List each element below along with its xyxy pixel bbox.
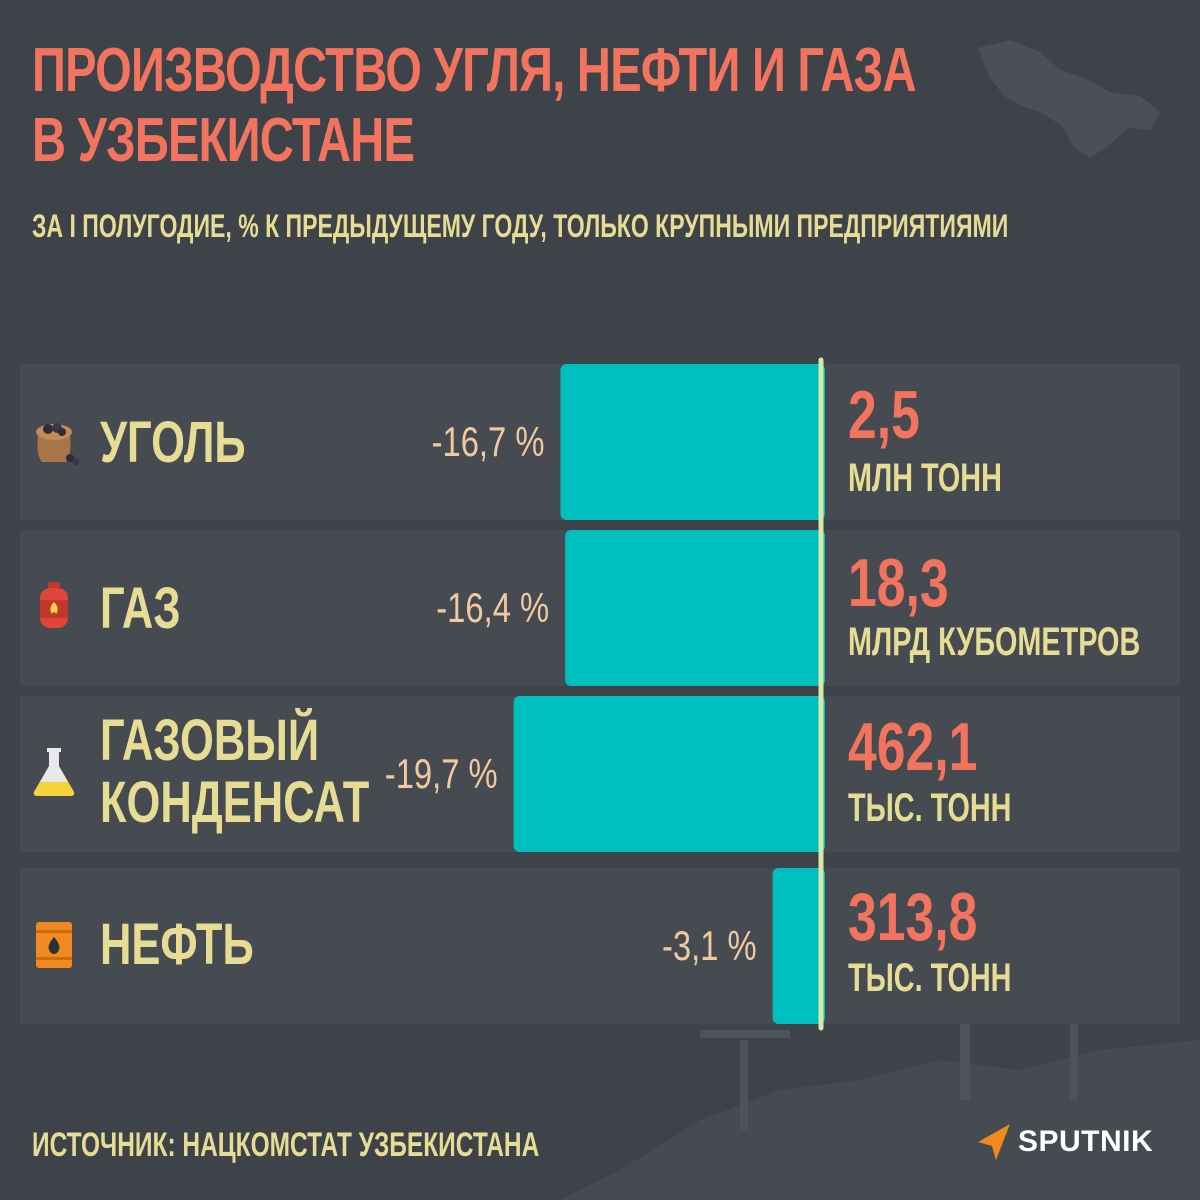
uzbekistan-map-silhouette bbox=[978, 40, 1160, 158]
bar-gas bbox=[565, 530, 825, 686]
bar-coal bbox=[560, 364, 825, 520]
sputnik-logo: SPUTNIK bbox=[976, 1122, 1153, 1162]
bar-label-condensate: -19,7 % bbox=[385, 750, 498, 797]
unit-condensate: ТЫС. ТОНН bbox=[848, 786, 1012, 830]
bar-label-gas: -16,4 % bbox=[436, 584, 549, 631]
bar-label-coal: -16,7 % bbox=[432, 418, 545, 465]
value-oil: 313,8 bbox=[848, 879, 978, 955]
bar-label-oil: -3,1 % bbox=[662, 922, 757, 969]
unit-gas: МЛРД КУБОМЕТРОВ bbox=[848, 620, 1141, 664]
chart-subtitle: ЗА I ПОЛУГОДИЕ, % К ПРЕДЫДУЩЕМУ ГОДУ, ТО… bbox=[32, 208, 1009, 244]
row-label-oil-text: НЕФТЬ bbox=[100, 912, 254, 977]
chart-title-line-1: ПРОИЗВОДСТВО УГЛЯ, НЕФТИ И ГАЗА bbox=[32, 36, 916, 105]
oil-barrel-icon bbox=[36, 922, 72, 968]
row-label-gas-text: ГАЗ bbox=[100, 576, 181, 641]
source-note: ИСТОЧНИК: НАЦКОМСТАТ УЗБЕКИСТАНА bbox=[32, 1126, 540, 1164]
coal-sack-icon bbox=[36, 423, 80, 466]
row-label-condensate: ГАЗОВЫЙ КОНДЕНСАТ bbox=[100, 710, 459, 834]
hills-silhouette bbox=[560, 1040, 1200, 1200]
bar-condensate bbox=[513, 696, 825, 852]
row-label-gas: ГАЗ bbox=[100, 578, 207, 640]
row-label-coal-text: УГОЛЬ bbox=[100, 410, 246, 475]
row-label-coal: УГОЛЬ bbox=[100, 412, 294, 474]
row-label-condensate-line-2: КОНДЕНСАТ bbox=[100, 770, 370, 835]
value-gas: 18,3 bbox=[848, 545, 949, 621]
bar-oil bbox=[772, 868, 825, 1024]
chart-title-line-2: В УЗБЕКИСТАНЕ bbox=[32, 106, 415, 175]
unit-oil: ТЫС. ТОНН bbox=[848, 956, 1012, 1000]
sputnik-logo-text: SPUTNIK bbox=[1018, 1125, 1154, 1158]
flask-icon bbox=[33, 748, 75, 796]
chart-title: ПРОИЗВОДСТВО УГЛЯ, НЕФТИ И ГАЗА В УЗБЕКИ… bbox=[32, 36, 1195, 176]
gas-cylinder-icon bbox=[40, 582, 68, 628]
sputnik-logo-icon bbox=[978, 1124, 1010, 1160]
value-condensate: 462,1 bbox=[848, 709, 978, 785]
unit-coal: МЛН ТОНН bbox=[848, 456, 1002, 500]
value-coal: 2,5 bbox=[848, 377, 920, 453]
row-band-oil bbox=[20, 868, 1180, 1024]
row-label-condensate-line-1: ГАЗОВЫЙ bbox=[100, 708, 320, 773]
row-label-oil: НЕФТЬ bbox=[100, 914, 305, 976]
